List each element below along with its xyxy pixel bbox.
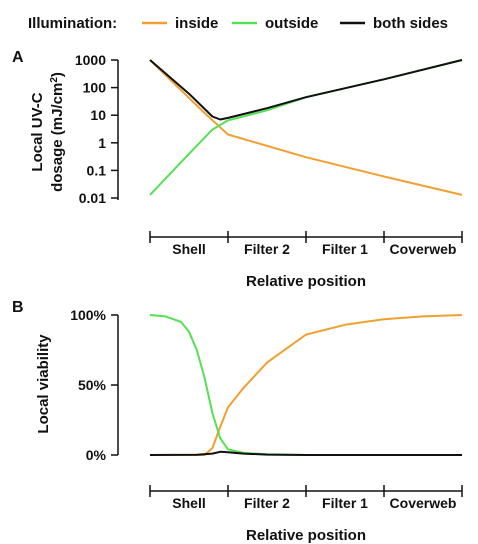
series-line-both-sides — [149, 450, 462, 456]
panel-a-chart: A Local UV-C dosage (mJ/cm2) 10001001010… — [12, 49, 463, 290]
series-line-outside — [149, 314, 462, 456]
panel-b-x-axis: Shell Filter 2 Filter 1 Coverweb — [149, 485, 463, 511]
panel-a-y-ticks: 1000 100 10 1 0.1 0.01 — [75, 52, 118, 206]
x-category-label: Coverweb — [390, 241, 457, 257]
y-tick-label: 50% — [78, 377, 107, 393]
x-category-label: Shell — [172, 241, 205, 257]
panel-a-series — [149, 59, 463, 196]
panel-b-xlabel: Relative position — [246, 527, 366, 544]
panel-b-series — [149, 314, 463, 456]
legend-label-outside: outside — [265, 15, 318, 32]
panel-a-xlabel: Relative position — [246, 273, 366, 290]
x-category-label: Filter 1 — [322, 495, 368, 511]
x-category-label: Filter 2 — [244, 495, 290, 511]
panel-a-ylabel-line2: dosage (mJ/cm2) — [49, 72, 66, 192]
y-tick-label: 10 — [90, 107, 106, 123]
series-line-outside — [149, 59, 463, 196]
panel-b-chart: B Local viability 100% 50% 0% Shell Filter … — [12, 299, 463, 544]
y-tick-label: 100 — [83, 80, 107, 96]
y-tick-label: 1000 — [75, 52, 106, 68]
series-line-inside — [150, 314, 463, 456]
panel-a-letter: A — [12, 49, 24, 66]
panel-b-letter: B — [12, 299, 24, 316]
panel-b-ylabel: Local viability — [35, 334, 52, 434]
x-category-label: Filter 2 — [244, 241, 290, 257]
panel-a-ylabel-line1: Local UV-C — [29, 92, 46, 171]
series-line-inside — [149, 59, 463, 196]
y-tick-label: 0% — [86, 447, 107, 463]
legend-label-inside: inside — [175, 15, 218, 32]
panel-a-x-axis: Shell Filter 2 Filter 1 Coverweb — [149, 231, 463, 257]
panel-b-y-ticks: 100% 50% 0% — [70, 307, 118, 463]
x-category-label: Shell — [172, 495, 205, 511]
x-category-label: Filter 1 — [322, 241, 368, 257]
y-tick-label: 0.1 — [87, 162, 107, 178]
y-tick-label: 100% — [70, 307, 106, 323]
y-tick-label: 0.01 — [79, 190, 106, 206]
legend-label-both-sides: both sides — [373, 15, 448, 32]
y-tick-label: 1 — [98, 135, 106, 151]
x-category-label: Coverweb — [390, 495, 457, 511]
legend-title: Illumination: — [28, 15, 117, 32]
series-line-both-sides — [149, 59, 463, 121]
legend: Illumination: inside outside both sides — [28, 15, 448, 32]
